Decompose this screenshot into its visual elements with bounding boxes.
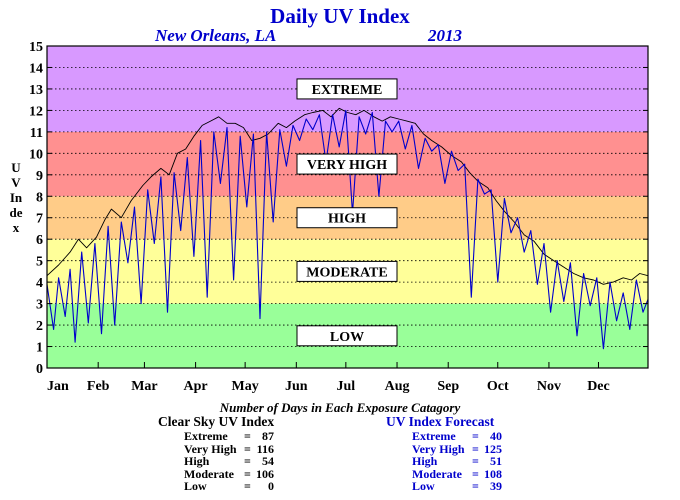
equals-sign: =: [244, 441, 251, 456]
forecast-row-label: Extreme: [412, 429, 456, 443]
band-label-1: MODERATE: [296, 260, 398, 282]
clear_sky-row: Extreme = 87: [158, 430, 274, 443]
x-tick-label-11: Dec: [587, 379, 610, 394]
band-label-box: [296, 207, 398, 229]
clear_sky-row-label: Moderate: [184, 466, 234, 481]
band-label-box: [296, 153, 398, 175]
band-label-text: MODERATE: [306, 265, 387, 280]
x-tick-label-8: Sep: [437, 379, 459, 394]
y-tick-label-12: 12: [29, 104, 43, 119]
band-label-3: VERY HIGH: [296, 153, 398, 175]
clear_sky-row-label: Extreme: [184, 429, 228, 443]
forecast-row: High = 51: [386, 454, 502, 468]
clear_sky-row-label: Low: [184, 479, 207, 493]
clear_sky-row-value: 54: [262, 454, 274, 468]
forecast-row-value: 125: [484, 441, 502, 456]
band-label-text: VERY HIGH: [307, 158, 387, 173]
equals-sign: =: [472, 429, 479, 443]
forecast-row-label: High: [412, 454, 438, 468]
forecast-row-label: Low: [412, 479, 435, 493]
y-tick-label-1: 1: [36, 341, 43, 356]
band-label-box: [296, 78, 398, 100]
days-table-title: Number of Days in Each Exposure Catagory: [219, 400, 461, 415]
clear_sky-row: Low = 0: [158, 480, 274, 493]
clear_sky-row-value: 0: [268, 479, 274, 493]
forecast-row: Extreme = 40: [386, 429, 502, 443]
band-labels: LOW MODERATE HIGH VERY HIGH EXTREME: [296, 78, 398, 347]
exposure-bands: [47, 46, 648, 368]
y-tick-label-7: 7: [36, 212, 43, 227]
band-label-2: HIGH: [296, 207, 398, 229]
x-tick-label-6: Jul: [337, 379, 356, 394]
forecast-heading: UV Index Forecast: [386, 414, 495, 429]
forecast-row-value: 108: [484, 466, 502, 481]
y-tick-label-15: 15: [29, 40, 43, 55]
x-tick-label-2: Mar: [131, 379, 157, 394]
y-tick-label-6: 6: [36, 233, 43, 248]
y-tick-label-2: 2: [36, 319, 43, 334]
y-tick-label-8: 8: [36, 190, 43, 205]
equals-sign: =: [244, 466, 251, 481]
y-tick-label-11: 11: [30, 126, 43, 141]
forecast-table: UV Index Forecast Extreme = 40 Very High = 12…: [386, 414, 502, 493]
clear_sky-row-value: 106: [256, 466, 274, 481]
y-tick-label-4: 4: [36, 276, 43, 291]
series-lines: [46, 107, 649, 350]
plot-frame: [46, 45, 649, 369]
clear_sky-row: Moderate = 106: [158, 466, 274, 481]
forecast-row-value: 51: [490, 454, 502, 468]
x-tick-label-5: Jun: [285, 379, 308, 394]
y-tick-label-13: 13: [29, 83, 43, 98]
equals-sign: =: [244, 479, 251, 493]
year-label: 2013: [428, 26, 462, 45]
band-label-0: LOW: [296, 325, 398, 347]
band-label-text: EXTREME: [312, 83, 383, 98]
x-tick-label-1: Feb: [87, 379, 110, 394]
equals-sign: =: [472, 441, 479, 456]
forecast-row: Low = 39: [386, 479, 502, 493]
forecast-row: Very High = 125: [386, 441, 502, 456]
clear-sky-table: Clear Sky UV Index Extreme = 87 Very High = 1…: [158, 414, 274, 493]
y-tick-label-3: 3: [36, 298, 43, 313]
equals-sign: =: [472, 454, 479, 468]
x-tick-label-3: Apr: [184, 379, 208, 394]
clear_sky-row-value: 87: [262, 429, 274, 443]
forecast-row-label: Moderate: [412, 466, 462, 481]
band-label-4: EXTREME: [296, 78, 398, 100]
forecast-row-value: 39: [490, 479, 502, 493]
band-label-text: HIGH: [328, 212, 366, 227]
clear_sky-row-value: 116: [256, 441, 274, 456]
location-label: New Orleans, LA: [155, 26, 277, 45]
chart-title: Daily UV Index: [270, 4, 410, 28]
equals-sign: =: [244, 429, 251, 443]
y-axis-label: UV Index: [9, 160, 23, 235]
band-label-box: [296, 325, 398, 347]
clear_sky-row: High = 54: [158, 455, 274, 468]
clear_sky-row-label: Very High: [184, 441, 237, 456]
x-tick-label-10: Nov: [537, 379, 561, 394]
equals-sign: =: [472, 479, 479, 493]
x-tick-label-7: Aug: [385, 379, 410, 394]
clear_sky-row-label: High: [184, 454, 210, 468]
x-tick-label-0: Jan: [47, 379, 69, 394]
y-tick-label-9: 9: [36, 169, 43, 184]
series-line-1: [46, 109, 649, 350]
equals-sign: =: [244, 454, 251, 468]
x-tick-label-9: Oct: [487, 379, 509, 394]
band-label-text: LOW: [330, 330, 364, 345]
forecast-row: Moderate = 108: [386, 466, 502, 481]
x-tick-label-4: May: [232, 379, 259, 394]
band-label-box: [296, 260, 398, 282]
y-tick-label-5: 5: [36, 255, 43, 270]
forecast-row-value: 40: [490, 429, 502, 443]
clear_sky-row: Very High = 116: [158, 441, 274, 456]
y-tick-label-14: 14: [29, 61, 43, 76]
forecast-row-label: Very High: [412, 441, 465, 456]
y-tick-label-0: 0: [36, 362, 43, 377]
clear-sky-heading: Clear Sky UV Index: [158, 414, 275, 429]
y-tick-label-10: 10: [29, 147, 43, 162]
equals-sign: =: [472, 466, 479, 481]
